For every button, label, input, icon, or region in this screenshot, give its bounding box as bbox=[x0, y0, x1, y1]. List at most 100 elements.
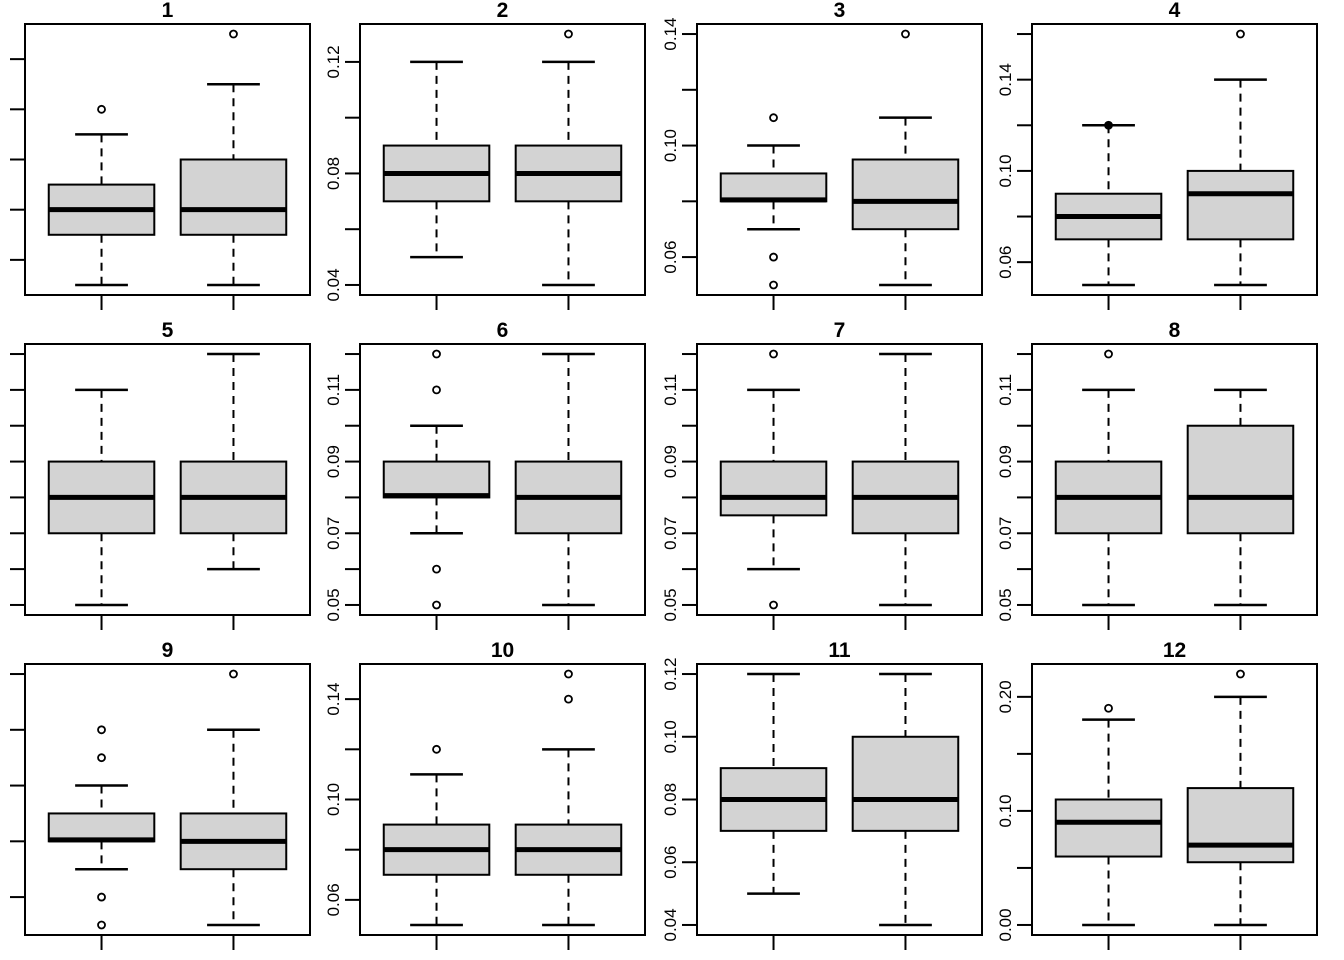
outlier-point bbox=[564, 669, 573, 679]
panel-5: 5 bbox=[10, 319, 311, 630]
panel-1-box-2 bbox=[179, 29, 288, 287]
panel-title: 6 bbox=[497, 319, 509, 342]
panel-title: 11 bbox=[828, 639, 851, 662]
y-tick-label: 0.00 bbox=[996, 908, 1015, 941]
panel-frame bbox=[359, 23, 646, 296]
outlier-point bbox=[432, 564, 441, 574]
outlier-point bbox=[901, 29, 910, 39]
y-tick-label: 0.06 bbox=[996, 246, 1015, 279]
outlier-point bbox=[1104, 703, 1113, 713]
y-tick-label: 0.12 bbox=[324, 45, 343, 78]
iqr-box bbox=[851, 735, 960, 832]
panel-10-box-1 bbox=[382, 744, 491, 927]
panel-frame bbox=[24, 343, 311, 616]
iqr-box bbox=[719, 172, 828, 203]
y-tick-label: 0.08 bbox=[324, 157, 343, 190]
outlier-point bbox=[432, 385, 441, 395]
panel-8-box-2 bbox=[1186, 388, 1295, 607]
y-tick-label: 0.05 bbox=[996, 588, 1015, 621]
panel-4-box-2 bbox=[1186, 29, 1295, 287]
panel-11-box-2 bbox=[851, 672, 960, 927]
panel-frame bbox=[696, 23, 983, 296]
panel-9: 9 bbox=[10, 639, 311, 950]
panel-11: 11 0.04 0.06 0.08 0.10 0.12 bbox=[661, 639, 983, 950]
y-tick-label: 0.11 bbox=[661, 374, 680, 406]
panel-2: 2 0.04 0.08 0.12 bbox=[324, 0, 646, 310]
panel-frame bbox=[1031, 343, 1318, 616]
y-tick-label: 0.10 bbox=[324, 783, 343, 816]
y-tick-label: 0.20 bbox=[996, 680, 1015, 713]
panel-title: 1 bbox=[162, 0, 174, 22]
y-tick-label: 0.11 bbox=[996, 374, 1015, 406]
y-tick-label: 0.09 bbox=[324, 445, 343, 478]
y-tick-label: 0.10 bbox=[661, 129, 680, 162]
iqr-box bbox=[1054, 798, 1163, 858]
panel-7-box-2 bbox=[851, 352, 960, 607]
panel-title: 9 bbox=[162, 639, 174, 662]
panel-6-box-2 bbox=[514, 352, 623, 607]
y-tick-label: 0.04 bbox=[324, 268, 343, 301]
panel-8: 8 0.05 0.07 0.09 0.11 bbox=[996, 319, 1318, 630]
panel-4-box-1 bbox=[1054, 120, 1163, 287]
outlier-point bbox=[1236, 669, 1245, 679]
panel-9-box-2 bbox=[179, 669, 288, 927]
y-tick-label: 0.09 bbox=[996, 445, 1015, 478]
panel-12: 12 0.00 0.10 0.20 bbox=[996, 639, 1318, 950]
outlier-point bbox=[229, 29, 238, 39]
outlier-point bbox=[1104, 349, 1113, 359]
y-tick-label: 0.09 bbox=[661, 445, 680, 478]
y-tick-label: 0.06 bbox=[661, 241, 680, 274]
panel-title: 12 bbox=[1163, 639, 1186, 662]
y-tick-label: 0.14 bbox=[661, 17, 680, 50]
iqr-box bbox=[1186, 787, 1295, 864]
panel-2-box-2 bbox=[514, 29, 623, 287]
y-tick-label: 0.07 bbox=[996, 517, 1015, 550]
panel-frame bbox=[24, 663, 311, 936]
panel-8-box-1 bbox=[1054, 349, 1163, 607]
iqr-box bbox=[1186, 169, 1295, 241]
iqr-box bbox=[851, 158, 960, 231]
panel-11-box-1 bbox=[719, 672, 828, 895]
panel-title: 7 bbox=[834, 319, 846, 342]
y-tick-label: 0.07 bbox=[324, 517, 343, 550]
outlier-point bbox=[769, 113, 778, 123]
panel-frame bbox=[1031, 23, 1318, 296]
y-tick-label: 0.06 bbox=[324, 883, 343, 916]
panel-7-box-1 bbox=[719, 349, 828, 610]
outlier-point bbox=[769, 280, 778, 290]
iqr-box bbox=[47, 812, 156, 843]
y-tick-label: 0.05 bbox=[661, 588, 680, 621]
y-tick-label: 0.06 bbox=[661, 846, 680, 879]
panel-1-box-1 bbox=[47, 104, 156, 287]
iqr-box bbox=[719, 460, 828, 517]
iqr-box bbox=[382, 460, 491, 499]
panel-12-box-1 bbox=[1054, 703, 1163, 927]
outlier-point bbox=[432, 744, 441, 754]
panel-frame bbox=[1031, 663, 1318, 936]
outlier-point bbox=[564, 29, 573, 39]
panel-2-box-1 bbox=[382, 60, 491, 259]
outlier-point bbox=[432, 600, 441, 610]
panel-frame bbox=[24, 23, 311, 296]
panel-10-box-2 bbox=[514, 669, 623, 927]
outlier-point bbox=[97, 753, 106, 763]
panel-5-box-1 bbox=[47, 388, 156, 607]
outlier-point bbox=[432, 349, 441, 359]
outlier-point bbox=[97, 920, 106, 930]
panel-12-box-2 bbox=[1186, 669, 1295, 927]
panel-3-box-1 bbox=[719, 113, 828, 290]
y-tick-label: 0.10 bbox=[996, 154, 1015, 187]
y-tick-label: 0.08 bbox=[661, 783, 680, 816]
panel-4: 4 0.06 0.10 0.14 bbox=[996, 0, 1318, 310]
y-tick-label: 0.14 bbox=[996, 63, 1015, 96]
panel-10: 10 0.06 0.10 0.14 bbox=[324, 639, 646, 950]
y-tick-label: 0.11 bbox=[324, 374, 343, 406]
y-tick-label: 0.10 bbox=[996, 794, 1015, 827]
outlier-point bbox=[97, 892, 106, 902]
panel-3: 3 0.06 0.10 0.14 bbox=[661, 0, 983, 310]
panel-9-box-1 bbox=[47, 725, 156, 930]
outlier-point bbox=[1104, 120, 1113, 130]
outlier-point bbox=[769, 600, 778, 610]
